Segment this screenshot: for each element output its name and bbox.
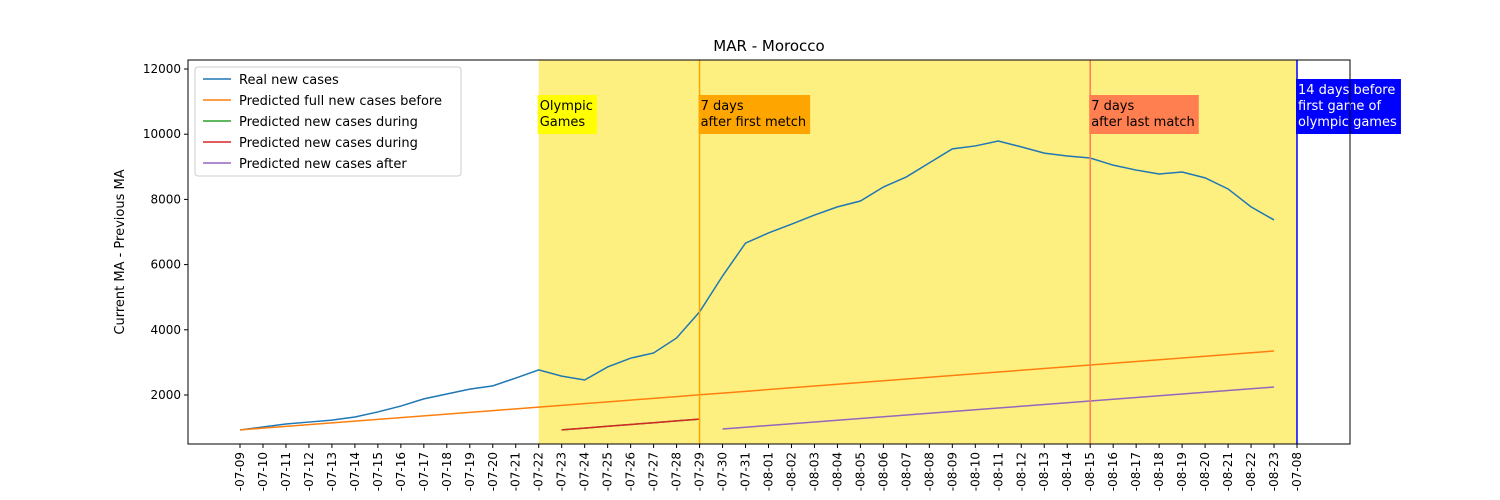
x-tick-label: -07-10 [256, 452, 270, 491]
legend: Real new cases Predicted full new cases b… [194, 66, 462, 177]
y-tick-label: 10000 [143, 127, 181, 141]
x-tick-label: -07-14 [348, 452, 362, 491]
legend-box [194, 66, 462, 177]
x-tick-label: -08-19 [1175, 452, 1189, 491]
y-tick-label: 2000 [150, 388, 181, 402]
legend-label: Predicted new cases during [239, 136, 418, 151]
x-tick-label: -07-12 [302, 452, 316, 491]
x-tick-label: -08-21 [1221, 452, 1235, 491]
x-tick-label: -08-02 [784, 452, 798, 491]
x-tick-label: -07-28 [670, 452, 684, 491]
x-tick-label: -08-18 [1152, 452, 1166, 491]
x-tick-label: -07-15 [371, 452, 385, 491]
x-tick-label: -08-11 [991, 452, 1005, 491]
x-tick-label: -08-01 [762, 452, 776, 491]
x-tick-label: -08-05 [853, 452, 867, 491]
x-tick-label: -07-16 [394, 452, 408, 491]
x-tick-label: -07-29 [693, 452, 707, 491]
series-line [239, 140, 1275, 431]
x-tick-label: -08-14 [1060, 452, 1074, 491]
y-axis-label: Current MA - Previous MA [113, 169, 128, 334]
annotation: Olympic Games [540, 99, 593, 130]
x-tick-label: -07-21 [509, 452, 523, 491]
x-tick-label: -08-09 [945, 452, 959, 491]
annotation-box [1089, 95, 1199, 134]
legend-label: Predicted full new cases before [239, 94, 442, 109]
series-line [722, 386, 1275, 430]
x-tick-label: -07-31 [739, 452, 753, 491]
x-tick-label: -07-19 [463, 452, 477, 491]
x-tick-label: -07-26 [624, 452, 638, 491]
x-tick-label: -08-07 [899, 452, 913, 491]
x-tick-label: -07-08 [1290, 452, 1304, 491]
x-tick-label: -08-04 [830, 452, 844, 491]
annotation-box [698, 95, 811, 134]
x-tick-label: -08-12 [1014, 452, 1028, 491]
y-tick-label: 12000 [143, 62, 181, 76]
x-tick-label: -07-23 [555, 452, 569, 491]
chart-title: MAR - Morocco [713, 37, 824, 55]
y-tick-label: 6000 [150, 258, 181, 272]
legend-label: Real new cases [239, 73, 339, 88]
x-tick-label: -07-20 [486, 452, 500, 491]
x-tick-label: -07-18 [440, 452, 454, 491]
x-tick-label: -08-06 [876, 452, 890, 491]
x-tick-label: -07-22 [532, 452, 546, 491]
legend-label: Predicted new cases during [239, 115, 418, 130]
x-tick-label: -07-13 [325, 452, 339, 491]
x-tick-label: -08-13 [1037, 452, 1051, 491]
annotation-box [1296, 79, 1401, 134]
x-tick-label: -07-27 [647, 452, 661, 491]
y-tick-label: 4000 [150, 323, 181, 337]
annotation: 7 days after first metch [701, 99, 807, 130]
x-tick-label: -07-11 [279, 452, 293, 491]
x-tick-label: -07-17 [417, 452, 431, 491]
x-tick-label: -08-15 [1083, 452, 1097, 491]
annotation-box [537, 95, 597, 134]
series-line [561, 418, 700, 431]
plot-frame [187, 59, 1351, 445]
annotation: 14 days before first game of olympic games [1298, 83, 1397, 130]
x-tick-label: -08-23 [1267, 452, 1281, 491]
x-tick-label: -07-24 [578, 452, 592, 491]
x-tick-label: -08-17 [1129, 452, 1143, 491]
annotation: 7 days after last match [1091, 99, 1195, 130]
x-tick-label: -08-20 [1198, 452, 1212, 491]
y-tick-label: 8000 [150, 192, 181, 206]
legend-label: Predicted new cases after [239, 157, 407, 172]
series-line [239, 350, 1275, 431]
x-tick-label: -08-10 [968, 452, 982, 491]
x-tick-label: -08-08 [922, 452, 936, 491]
x-tick-label: -07-25 [601, 452, 615, 491]
x-tick-label: -07-30 [716, 452, 730, 491]
x-tick-label: -08-22 [1244, 452, 1258, 491]
x-tick-label: -08-03 [807, 452, 821, 491]
x-tick-label: -07-09 [233, 452, 247, 491]
x-tick-label: -08-16 [1106, 452, 1120, 491]
